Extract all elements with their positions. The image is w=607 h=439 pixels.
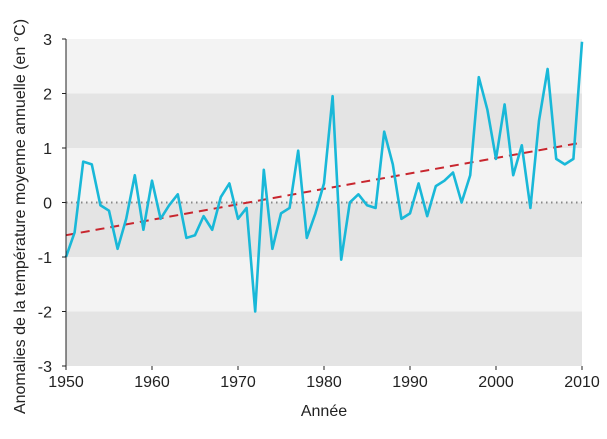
y-tick-label: -1 bbox=[38, 250, 52, 267]
series-temperature-anomaly-line bbox=[64, 41, 584, 313]
y-tick-label: 1 bbox=[43, 141, 52, 158]
x-tick-label: 1950 bbox=[48, 374, 84, 391]
chart-background-bands bbox=[66, 39, 582, 366]
y-tick-label: -3 bbox=[38, 359, 52, 376]
y-tick-label: 2 bbox=[43, 87, 52, 104]
x-tick-label: 2000 bbox=[478, 374, 514, 391]
grid-band bbox=[66, 39, 582, 94]
x-axis-title: Année bbox=[301, 403, 347, 420]
y-tick-label: 0 bbox=[43, 196, 52, 213]
x-tick-label: 1980 bbox=[306, 374, 342, 391]
x-axis-ticks: 1950 1960 1970 1980 1990 2000 2010 bbox=[48, 366, 600, 391]
grid-band bbox=[66, 311, 582, 366]
x-tick-label: 2010 bbox=[564, 374, 600, 391]
grid-band bbox=[66, 257, 582, 312]
y-axis-title: Anomalies de la température moyenne annu… bbox=[12, 19, 29, 414]
grid-band bbox=[66, 93, 582, 148]
y-tick-label: -2 bbox=[38, 305, 52, 322]
grid-band bbox=[66, 202, 582, 257]
x-tick-label: 1990 bbox=[392, 374, 428, 391]
y-axis-ticks: 3 2 1 0 -1 -2 -3 bbox=[38, 32, 66, 376]
y-tick-label: 3 bbox=[43, 32, 52, 49]
x-tick-label: 1970 bbox=[220, 374, 256, 391]
x-tick-label: 1960 bbox=[134, 374, 170, 391]
